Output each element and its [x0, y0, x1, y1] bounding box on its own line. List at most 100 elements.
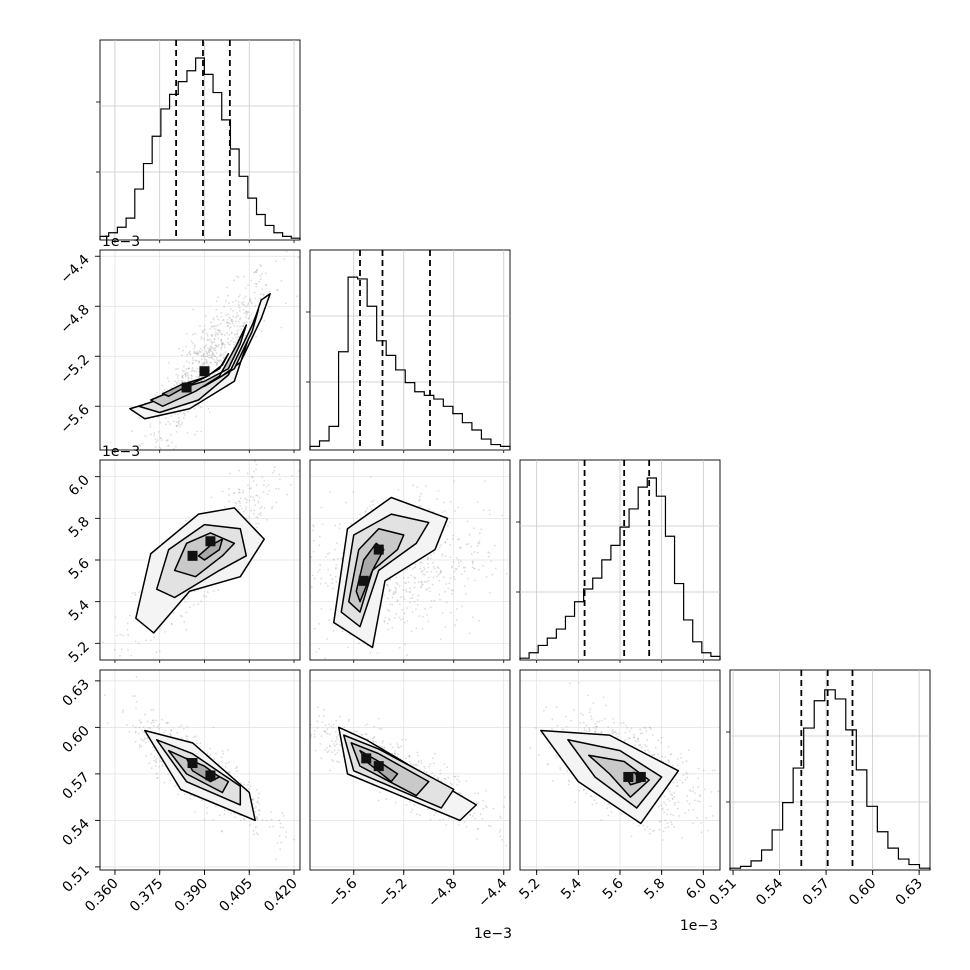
scatter-point [424, 484, 427, 487]
scatter-point [256, 269, 258, 272]
scatter-point [205, 360, 207, 363]
hist-panel-2 [516, 459, 721, 661]
scatter-point [200, 336, 203, 339]
scatter-point [169, 779, 172, 782]
scatter-point [242, 491, 244, 494]
scatter-point [600, 719, 603, 722]
scatter-point [464, 585, 466, 587]
scatter-point [226, 321, 229, 324]
scatter-point [456, 778, 459, 781]
scatter-point [228, 343, 230, 345]
scatter-point [149, 727, 152, 730]
scatter-point [233, 491, 236, 494]
scatter-point [285, 250, 288, 253]
scatter-point [197, 376, 200, 378]
scatter-point [686, 772, 689, 775]
scatter-point [236, 770, 238, 773]
scatter-point [254, 826, 257, 829]
scatter-point [427, 579, 430, 582]
scatter-point [253, 807, 256, 810]
scatter-point [180, 736, 183, 739]
scatter-point [213, 758, 216, 760]
scatter-point [499, 817, 502, 820]
scatter-point [205, 595, 208, 598]
scatter-point [592, 702, 595, 705]
scatter-point [388, 619, 391, 621]
scatter-point [411, 610, 414, 613]
scatter-point [581, 714, 584, 716]
scatter-point [256, 818, 259, 821]
scatter-point [184, 374, 187, 376]
scatter-point [336, 542, 338, 545]
scatter-point [419, 567, 422, 570]
scatter-point [211, 353, 214, 355]
scatter-point [130, 654, 132, 657]
scatter-point [206, 352, 208, 355]
scatter-point [420, 586, 422, 589]
scatter-point [653, 753, 656, 756]
scatter-point [387, 617, 390, 620]
scatter-point [582, 721, 585, 724]
scatter-point [257, 500, 260, 502]
scatter-point [408, 754, 411, 757]
scatter-point [255, 468, 257, 471]
scatter-point [206, 752, 209, 755]
scatter-point [449, 556, 452, 559]
scatter-point [640, 746, 643, 749]
scatter-point [698, 794, 701, 796]
scatter-point [395, 582, 398, 584]
scatter-point [668, 799, 671, 802]
scatter-point [216, 345, 219, 348]
scatter-point [258, 513, 260, 516]
scatter-point [566, 770, 569, 773]
scatter-point [335, 736, 338, 738]
scatter-point [331, 751, 333, 754]
scatter-point [414, 563, 417, 566]
scatter-point [437, 490, 440, 492]
scatter-point [324, 731, 327, 734]
y-offset-row2: 1e−3 [102, 444, 140, 460]
scatter-point [245, 305, 248, 308]
scatter-point [334, 740, 337, 743]
scatter-point [235, 502, 238, 505]
scatter-point [428, 765, 431, 768]
histogram-step [729, 689, 931, 870]
scatter-point [182, 349, 184, 352]
scatter-point [204, 358, 207, 361]
x-tick-label: 0.60 [846, 876, 879, 909]
scatter-point [156, 725, 159, 728]
scatter-point [193, 736, 196, 739]
scatter-point [676, 807, 679, 810]
scatter-point [190, 374, 193, 377]
scatter-point [187, 377, 190, 380]
scatter-point [332, 723, 335, 726]
scatter-point [211, 350, 214, 353]
scatter-point [405, 757, 407, 760]
scatter-point [421, 627, 424, 630]
scatter-point [652, 830, 654, 832]
scatter-point [228, 472, 231, 475]
scatter-point [215, 752, 217, 755]
scatter-point [651, 754, 654, 756]
scatter-point [203, 347, 206, 350]
scatter-point [178, 419, 181, 422]
density-frame [99, 669, 301, 871]
scatter-point [337, 557, 339, 560]
scatter-point [175, 373, 178, 376]
scatter-point [648, 751, 651, 753]
scatter-point [264, 272, 267, 275]
scatter-point [441, 511, 444, 514]
scatter-point [175, 425, 178, 428]
scatter-point [177, 421, 180, 424]
scatter-point [453, 775, 456, 778]
scatter-point [422, 566, 425, 569]
scatter-point [228, 322, 231, 325]
scatter-point [247, 311, 250, 314]
scatter-point [248, 487, 251, 490]
density-panel-3-1 [309, 669, 511, 871]
scatter-point [594, 730, 596, 733]
scatter-point [324, 724, 327, 726]
scatter-point [465, 825, 468, 828]
scatter-point [221, 490, 224, 493]
scatter-point [229, 317, 232, 320]
